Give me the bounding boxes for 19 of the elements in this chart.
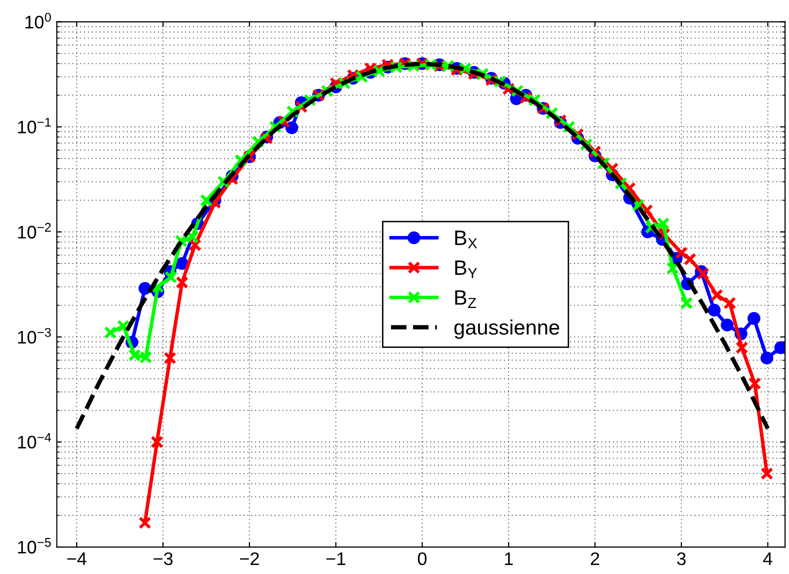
y-tick-label: 10$^{−3}$ [18, 328, 51, 344]
legend-label: B$_{X}$ [455, 230, 478, 248]
y-tick-label: 10$^{0}$ [26, 12, 51, 29]
y-tick-label: 10$^{−1}$ [18, 118, 51, 134]
y-tick-label: 10$^{−5}$ [18, 538, 51, 554]
legend-label: B$_{Y}$ [455, 260, 478, 278]
x-tick-label: 2 [590, 552, 600, 565]
x-tick-label: −3 [154, 552, 173, 566]
legend-label: B$_{Z}$ [455, 290, 476, 308]
x-tick-label: −1 [326, 552, 346, 565]
y-tick-label: 10$^{−4}$ [18, 432, 52, 449]
x-tick-label: −4 [67, 552, 86, 565]
x-tick-label: −2 [240, 552, 259, 565]
x-tick-label: 0 [418, 552, 427, 566]
y-tick-label: 10$^{−2}$ [18, 222, 51, 239]
x-tick-label: 1 [504, 552, 513, 565]
x-tick-label: 3 [677, 552, 686, 566]
legend-label: gaussienne [454, 319, 560, 339]
x-tick-label: 4 [763, 552, 772, 565]
